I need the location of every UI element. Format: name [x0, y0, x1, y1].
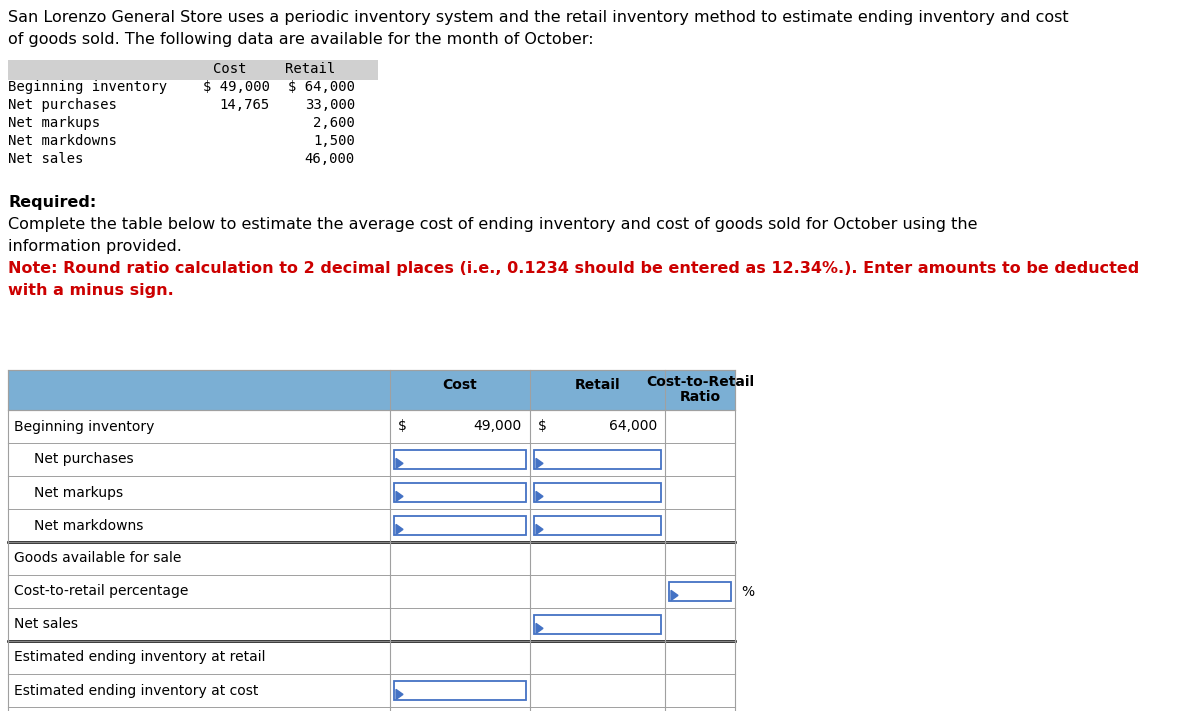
Text: Cost-to-retail percentage: Cost-to-retail percentage — [14, 584, 188, 599]
Text: Cost-to-Retail: Cost-to-Retail — [646, 375, 754, 389]
Text: Net markups: Net markups — [8, 116, 100, 130]
Text: 33,000: 33,000 — [305, 98, 355, 112]
Text: of goods sold. The following data are available for the month of October:: of goods sold. The following data are av… — [8, 32, 594, 47]
Text: Goods available for sale: Goods available for sale — [14, 552, 181, 565]
Bar — [534, 614, 661, 634]
Text: San Lorenzo General Store uses a periodic inventory system and the retail invent: San Lorenzo General Store uses a periodi… — [8, 10, 1069, 25]
Text: with a minus sign.: with a minus sign. — [8, 283, 174, 298]
Text: Net purchases: Net purchases — [34, 452, 133, 466]
Text: Retail: Retail — [575, 378, 620, 392]
Text: Net markdowns: Net markdowns — [8, 134, 116, 148]
Text: Estimated ending inventory at retail: Estimated ending inventory at retail — [14, 651, 265, 665]
Text: $: $ — [538, 419, 547, 434]
Bar — [8, 608, 734, 641]
Text: Net markdowns: Net markdowns — [34, 518, 143, 533]
Text: Net purchases: Net purchases — [8, 98, 116, 112]
Text: Beginning inventory: Beginning inventory — [14, 419, 155, 434]
Bar — [8, 707, 734, 711]
Text: 46,000: 46,000 — [305, 152, 355, 166]
Polygon shape — [396, 491, 403, 501]
Text: Net sales: Net sales — [14, 617, 78, 631]
Polygon shape — [536, 491, 542, 501]
Text: Ratio: Ratio — [679, 390, 720, 404]
Text: Beginning inventory: Beginning inventory — [8, 80, 167, 94]
Text: Complete the table below to estimate the average cost of ending inventory and co: Complete the table below to estimate the… — [8, 217, 978, 232]
Text: Net markups: Net markups — [34, 486, 124, 500]
Polygon shape — [671, 590, 678, 600]
Polygon shape — [396, 690, 403, 700]
Polygon shape — [536, 459, 542, 469]
Text: Retail: Retail — [284, 62, 335, 76]
Bar — [8, 443, 734, 476]
Bar — [394, 680, 526, 700]
Bar — [394, 449, 526, 469]
Polygon shape — [396, 459, 403, 469]
Text: 64,000: 64,000 — [608, 419, 658, 434]
Text: Net sales: Net sales — [8, 152, 83, 166]
Bar — [8, 641, 734, 674]
Text: $ 64,000: $ 64,000 — [288, 80, 355, 94]
Bar — [534, 515, 661, 535]
Text: Estimated ending inventory at cost: Estimated ending inventory at cost — [14, 683, 258, 697]
Bar — [8, 60, 378, 80]
Bar — [8, 674, 734, 707]
Bar — [394, 515, 526, 535]
Polygon shape — [536, 525, 542, 535]
Text: 2,600: 2,600 — [313, 116, 355, 130]
Text: $: $ — [398, 419, 407, 434]
Bar — [394, 483, 526, 503]
Text: 49,000: 49,000 — [474, 419, 522, 434]
Bar — [8, 370, 734, 410]
Bar — [8, 476, 734, 509]
Bar — [670, 582, 731, 602]
Text: information provided.: information provided. — [8, 239, 182, 254]
Polygon shape — [396, 525, 403, 535]
Text: %: % — [742, 584, 754, 599]
Bar — [534, 483, 661, 503]
Text: Cost: Cost — [443, 378, 478, 392]
Text: 1,500: 1,500 — [313, 134, 355, 148]
Bar — [8, 542, 734, 575]
Bar — [8, 509, 734, 542]
Polygon shape — [536, 624, 542, 634]
Text: Required:: Required: — [8, 195, 96, 210]
Text: Note: Round ratio calculation to 2 decimal places (i.e., 0.1234 should be entere: Note: Round ratio calculation to 2 decim… — [8, 261, 1139, 276]
Bar — [534, 449, 661, 469]
Text: 14,765: 14,765 — [220, 98, 270, 112]
Bar — [8, 410, 734, 443]
Text: $ 49,000: $ 49,000 — [203, 80, 270, 94]
Text: Cost: Cost — [214, 62, 247, 76]
Bar — [8, 575, 734, 608]
